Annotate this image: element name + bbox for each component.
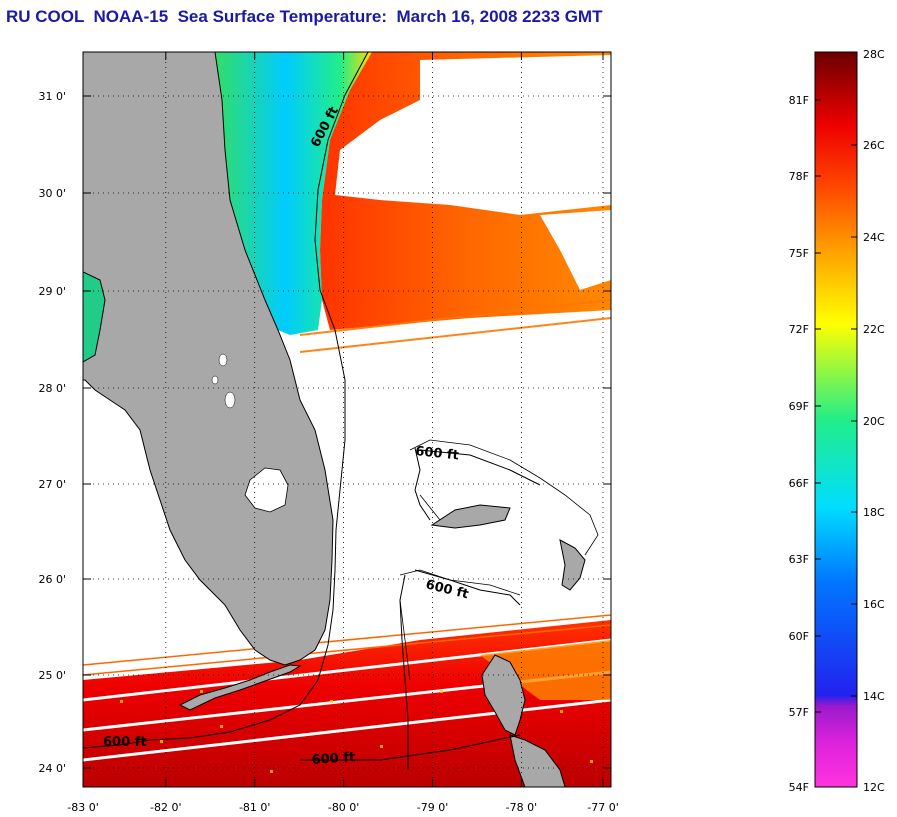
cloud-mask-northeast	[540, 210, 611, 290]
colorbar-gradient	[814, 51, 858, 788]
inland-lakes	[211, 353, 236, 409]
fahrenheit-label: 57F	[789, 706, 809, 719]
noise-pixels	[120, 690, 593, 773]
isobath-600ft-lines	[83, 52, 541, 770]
fahrenheit-label: 75F	[789, 247, 809, 260]
lon-label: -77 0'	[587, 801, 619, 814]
fahrenheit-label: 72F	[789, 323, 809, 336]
latitude-axis-labels: 31 0' 30 0' 29 0' 28 0' 27 0' 26 0' 25 0…	[38, 90, 66, 775]
fahrenheit-label: 66F	[789, 477, 809, 490]
cloud-mask-north	[335, 55, 611, 215]
swath-lines-south	[83, 614, 611, 676]
lon-label: -81 0'	[239, 801, 271, 814]
florida-keys	[178, 664, 302, 711]
map-frame	[82, 51, 612, 788]
longitude-axis-labels: -83 0' -82 0' -81 0' -80 0' -79 0' -78 0…	[67, 801, 619, 814]
lat-label: 31 0'	[38, 90, 66, 103]
lat-label: 28 0'	[38, 382, 66, 395]
bahama-bank-outline	[399, 439, 599, 681]
lon-label: -80 0'	[328, 801, 360, 814]
fahrenheit-label: 60F	[789, 630, 809, 643]
andros-island	[481, 654, 526, 736]
fahrenheit-label: 69F	[789, 400, 809, 413]
isobath-label: 600 ft	[415, 444, 460, 463]
celsius-label: 24C	[863, 231, 885, 244]
lat-label: 27 0'	[38, 478, 66, 491]
lat-label: 26 0'	[38, 573, 66, 586]
isobath-label: 600 ft	[103, 735, 147, 750]
lat-label: 25 0'	[38, 669, 66, 682]
swath-lines-north	[299, 299, 611, 353]
grand-bahama-island	[430, 504, 511, 529]
lon-label: -82 0'	[150, 801, 182, 814]
celsius-label: 20C	[863, 415, 885, 428]
isobath-label: 600 ft	[311, 750, 355, 768]
lake-okeechobee	[244, 467, 289, 513]
celsius-label: 26C	[863, 139, 885, 152]
fahrenheit-label: 63F	[789, 553, 809, 566]
fahrenheit-label: 78F	[789, 170, 809, 183]
lon-label: -79 0'	[417, 801, 449, 814]
fahrenheit-label: 81F	[789, 94, 809, 107]
abaco-island	[559, 539, 586, 591]
sst-south-east-warm	[480, 640, 611, 700]
lat-label: 29 0'	[38, 285, 66, 298]
celsius-label: 18C	[863, 506, 885, 519]
lat-label: 24 0'	[38, 762, 66, 775]
celsius-label: 28C	[863, 48, 885, 61]
colorbar-celsius-labels: 28C 26C 24C 22C 20C 18C 16C 14C 12C	[863, 48, 885, 794]
temperature-colorbar: 81F 78F 75F 72F 69F 66F 63F 60F 57F 54F …	[789, 48, 885, 794]
page-title: RU COOL NOAA-15 Sea Surface Temperature:…	[6, 7, 603, 26]
celsius-label: 14C	[863, 690, 885, 703]
celsius-label: 16C	[863, 598, 885, 611]
sst-north-shelf-water	[215, 52, 372, 335]
lat-label: 30 0'	[38, 187, 66, 200]
cuba-coast	[509, 734, 566, 787]
lon-label: -83 0'	[67, 801, 99, 814]
colorbar-fahrenheit-labels: 81F 78F 75F 72F 69F 66F 63F 60F 57F 54F	[789, 94, 809, 794]
axis-ticks	[82, 52, 611, 787]
map-gridlines	[83, 52, 611, 787]
lon-label: -78 0'	[506, 801, 538, 814]
celsius-label: 22C	[863, 323, 885, 336]
fahrenheit-label: 54F	[789, 781, 809, 794]
celsius-label: 12C	[863, 781, 885, 794]
colorbar-ticks	[815, 99, 857, 713]
